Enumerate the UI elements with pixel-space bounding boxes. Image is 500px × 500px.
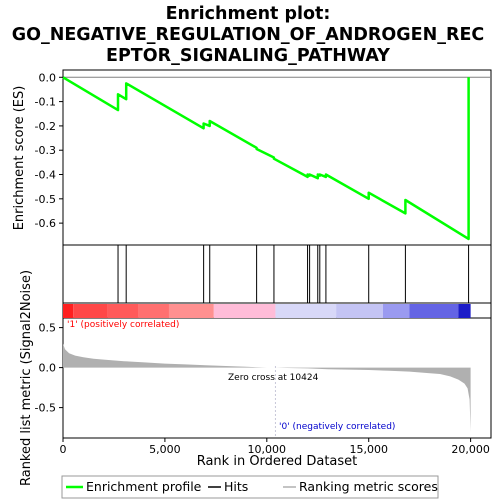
heatmap-segment [382, 304, 410, 318]
x-tick-label: 15,000 [349, 443, 388, 456]
x-axis-label: Rank in Ordered Dataset [197, 454, 358, 469]
heatmap-segment [107, 304, 139, 318]
legend-hits-label: Hits [224, 479, 248, 494]
title-line-3: EPTOR_SIGNALING_PATHWAY [106, 46, 390, 66]
x-tick-label: 20,000 [451, 443, 490, 456]
metric-y-tick-label: 0.0 [39, 362, 57, 375]
legend-profile-label: Enrichment profile [86, 479, 202, 494]
es-y-tick-label: 0.0 [39, 71, 57, 84]
axis-ticks: 0.0 -0.1 -0.2 -0.3 -0.4 -0.5 -0.6 0.5 0.0 -0.5 0 5,… [35, 71, 490, 456]
es-y-tick-label: -0.4 [35, 169, 56, 182]
negative-correlation-label: '0' (negatively correlated) [279, 422, 395, 432]
x-tick-label: 0 [60, 443, 67, 456]
heatmap-segment [458, 304, 471, 318]
hits-panel-frame [62, 244, 492, 304]
metric-area [63, 343, 471, 432]
x-tick-label: 5,000 [149, 443, 181, 456]
es-y-tick-label: -0.2 [35, 120, 56, 133]
es-y-tick-label: -0.5 [35, 193, 56, 206]
zero-cross-label: Zero cross at 10424 [228, 373, 319, 383]
title-line-1: Enrichment plot: [166, 4, 331, 24]
legend-box [61, 475, 439, 499]
x-tick-label: 10,000 [248, 443, 287, 456]
positive-correlation-label: '1' (positively correlated) [67, 320, 179, 330]
es-y-tick-label: -0.3 [35, 144, 56, 157]
es-y-tick-label: -0.6 [35, 217, 56, 230]
metric-y-axis-label: Ranked list metric (Signal2Noise) [19, 270, 34, 486]
metric-y-tick-label: 0.5 [39, 322, 57, 335]
heatmap-segment [63, 304, 74, 318]
heatmap-segment [73, 304, 108, 318]
es-y-tick-label: -0.1 [35, 96, 56, 109]
heatmap-segment [168, 304, 214, 318]
es-y-axis-label: Enrichment score (ES) [12, 86, 27, 231]
metric-y-tick-label: -0.5 [35, 402, 56, 415]
enrichment-profile-line [62, 76, 470, 241]
ranking-metric-scores [63, 343, 471, 438]
heatmap-segment [213, 304, 276, 318]
title-line-2: GO_NEGATIVE_REGULATION_OF_ANDROGEN_REC [12, 25, 485, 45]
rank-heatmap [63, 304, 471, 318]
enrichment-profile [62, 76, 470, 241]
heatmap-segment [275, 304, 337, 318]
legend-metric-label: Ranking metric scores [299, 479, 438, 494]
heatmap-segment [409, 304, 459, 318]
hit-markers [117, 245, 470, 303]
heatmap-segment [336, 304, 383, 318]
heatmap-segment [138, 304, 169, 318]
